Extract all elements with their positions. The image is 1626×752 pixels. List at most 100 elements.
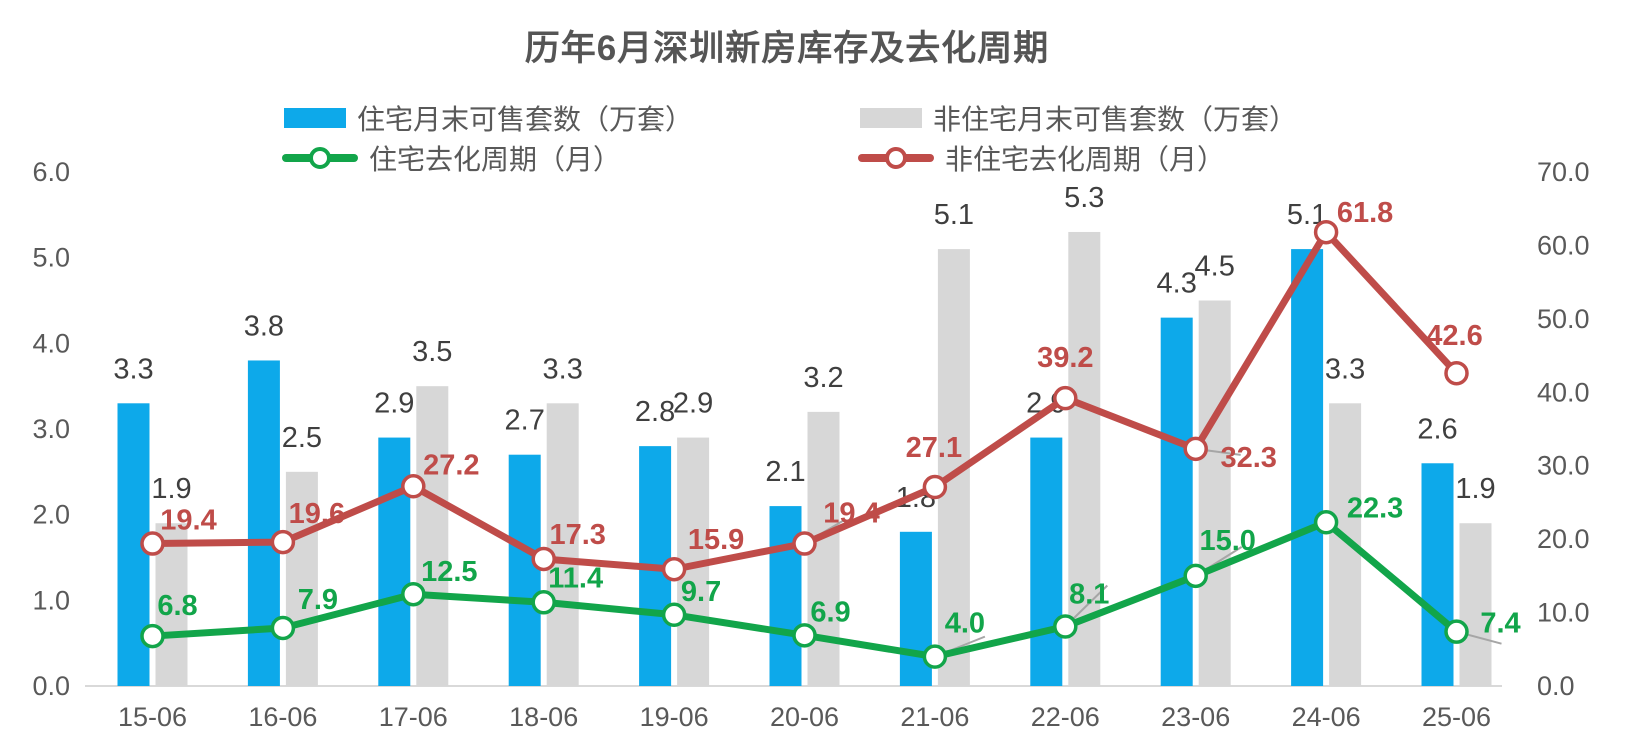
bar-value-label: 3.3 [1325, 353, 1365, 385]
nonresidential-bar-swatch-icon [860, 108, 922, 128]
line-value-label-residential-cycle: 4.0 [945, 608, 985, 640]
bar-nonresidential [1459, 523, 1492, 686]
line-value-label-residential-cycle: 7.4 [1480, 608, 1520, 640]
line-value-label-residential-cycle: 11.4 [548, 562, 603, 594]
marker-nonresidential-cycle [792, 531, 817, 556]
y-axis-tick-left: 3.0 [32, 414, 70, 444]
line-value-label-nonresidential-cycle: 17.3 [549, 519, 605, 551]
marker-nonresidential-cycle [1313, 219, 1339, 245]
marker-residential-cycle [922, 644, 948, 669]
bar-value-label: 1.9 [1455, 473, 1495, 505]
legend-label-nonresidential-units: 非住宅月末可售套数（万套） [933, 104, 1298, 135]
legend-item-residential-units: 住宅月末可售套数（万套） [284, 104, 693, 135]
bar-value-label: 1.9 [151, 473, 191, 505]
bar-value-label: 5.3 [1064, 182, 1104, 214]
y-axis-tick-left: 6.0 [32, 157, 70, 187]
y-axis-tick-right: 50.0 [1537, 304, 1590, 334]
line-value-label-residential-cycle: 22.3 [1347, 492, 1403, 524]
marker-residential-cycle [140, 623, 165, 649]
line-nonresidential-cycle [149, 228, 1460, 573]
bar-residential [508, 454, 541, 686]
legend-label-nonresidential-cycle: 非住宅去化周期（月） [945, 144, 1226, 175]
y-axis-tick-right: 70.0 [1537, 157, 1590, 187]
marker-residential-cycle [270, 615, 296, 641]
line-value-label-nonresidential-cycle: 27.2 [423, 449, 479, 481]
line-value-label-nonresidential-cycle: 19.4 [160, 505, 216, 537]
bar-residential [1421, 463, 1454, 686]
nonresidential-line-marker-icon [858, 147, 934, 169]
x-axis-label: 22-06 [1031, 702, 1100, 732]
bar-value-label: 4.5 [1195, 251, 1235, 283]
bar-nonresidential [1068, 231, 1101, 686]
legend-label-residential-cycle: 住宅去化周期（月） [369, 144, 622, 175]
line-value-label-residential-cycle: 6.9 [810, 596, 850, 628]
marker-nonresidential-cycle [922, 474, 948, 500]
line-value-label-nonresidential-cycle: 32.3 [1220, 442, 1276, 474]
bar-residential [1160, 317, 1193, 686]
y-axis-tick-right: 60.0 [1537, 230, 1590, 260]
x-axis-label: 25-06 [1422, 702, 1491, 732]
line-value-label-residential-cycle: 15.0 [1199, 525, 1255, 557]
chart-title: 历年6月深圳新房库存及去化周期 [524, 29, 1050, 68]
y-axis-tick-left: 0.0 [32, 671, 70, 701]
line-value-label-nonresidential-cycle: 42.6 [1426, 320, 1482, 352]
residential-bar-swatch-icon [284, 108, 346, 128]
y-axis-tick-left: 4.0 [32, 328, 70, 358]
bar-nonresidential [416, 386, 449, 686]
bar-value-label: 2.7 [505, 405, 545, 437]
legend-item-nonresidential-units: 非住宅月末可售套数（万套） [860, 104, 1297, 135]
marker-residential-cycle [792, 623, 817, 648]
line-value-label-residential-cycle: 12.5 [421, 556, 477, 588]
residential-line-marker-icon [282, 147, 358, 169]
y-axis-tick-right: 20.0 [1537, 524, 1590, 554]
x-axis-label: 16-06 [248, 702, 317, 732]
marker-nonresidential-cycle [1183, 436, 1208, 462]
bar-value-label: 2.5 [282, 422, 322, 454]
bar-value-label: 2.1 [765, 456, 805, 488]
marker-residential-cycle [1183, 563, 1208, 589]
bar-value-label: 2.9 [673, 388, 713, 420]
marker-residential-cycle [401, 581, 426, 607]
bar-value-label: 5.1 [934, 199, 974, 231]
x-axis-label: 24-06 [1292, 702, 1361, 732]
marker-residential-cycle [531, 590, 556, 615]
y-axis-tick-left: 5.0 [32, 243, 70, 273]
bar-value-label: 2.9 [374, 388, 414, 420]
y-axis-tick-right: 30.0 [1537, 451, 1590, 481]
line-value-label-nonresidential-cycle: 61.8 [1337, 197, 1393, 229]
x-axis-label: 17-06 [379, 702, 448, 732]
bar-value-label: 3.3 [113, 353, 153, 385]
y-axis-tick-right: 10.0 [1537, 598, 1590, 628]
bar-residential [378, 437, 411, 686]
marker-nonresidential-cycle [1053, 385, 1078, 411]
line-value-label-residential-cycle: 9.7 [681, 576, 721, 608]
bar-residential [769, 506, 802, 686]
legend-label-residential-units: 住宅月末可售套数（万套） [357, 104, 694, 135]
marker-residential-cycle [1053, 614, 1078, 639]
bar-value-label: 3.5 [412, 336, 452, 368]
line-value-label-residential-cycle: 7.9 [298, 584, 338, 616]
marker-nonresidential-cycle [1444, 360, 1469, 386]
bar-residential [1030, 437, 1063, 686]
line-value-label-nonresidential-cycle: 39.2 [1037, 342, 1093, 374]
marker-nonresidential-cycle [531, 546, 556, 572]
x-axis-label: 19-06 [640, 702, 709, 732]
y-axis-tick-right: 0.0 [1537, 671, 1575, 701]
bar-value-label: 3.2 [803, 362, 843, 394]
line-value-label-residential-cycle: 6.8 [157, 590, 197, 622]
bar-value-label: 2.8 [635, 396, 675, 428]
line-value-label-nonresidential-cycle: 15.9 [688, 524, 744, 556]
y-axis-tick-right: 40.0 [1537, 377, 1590, 407]
y-axis-tick-left: 2.0 [32, 500, 70, 530]
bar-value-label: 3.8 [244, 310, 284, 342]
marker-nonresidential-cycle [661, 556, 687, 582]
line-value-label-residential-cycle: 8.1 [1069, 579, 1109, 611]
marker-residential-cycle [661, 602, 687, 628]
bar-value-label: 3.3 [543, 353, 583, 385]
bar-value-label: 4.3 [1157, 268, 1197, 300]
x-axis-label: 21-06 [900, 702, 969, 732]
x-axis-label: 23-06 [1161, 702, 1230, 732]
line-value-label-nonresidential-cycle: 19.6 [289, 498, 345, 530]
bar-residential [1291, 249, 1324, 686]
